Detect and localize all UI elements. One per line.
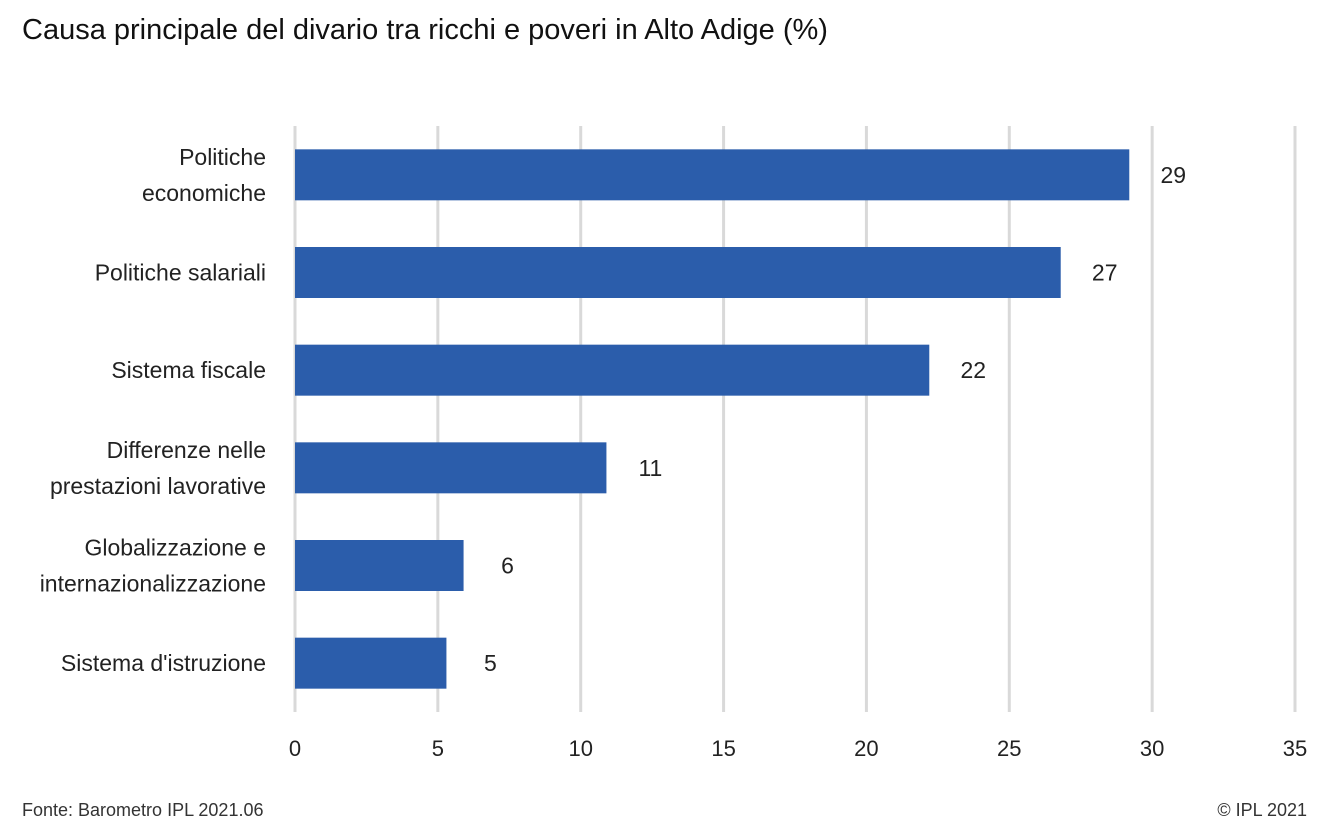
bar (295, 149, 1130, 201)
x-tick-label: 10 (568, 736, 592, 761)
bar (295, 442, 607, 494)
value-labels: 29 27 22 11 6 5 (484, 162, 1186, 676)
category-label: Sistema fiscale (111, 357, 266, 383)
bar (295, 247, 1061, 298)
x-tick-label: 15 (711, 736, 735, 761)
category-label: Globalizzazione e internazionalizzazione (40, 535, 266, 597)
category-label-line: Sistema fiscale (111, 357, 266, 383)
category-label-line: Politiche (179, 144, 266, 170)
data-label: 29 (1160, 162, 1186, 188)
data-label: 6 (501, 553, 514, 579)
category-label-line: internazionalizzazione (40, 571, 266, 597)
category-label: Politiche economiche (142, 144, 266, 206)
category-label-line: Globalizzazione e (84, 535, 266, 561)
data-label: 11 (638, 455, 662, 481)
category-label: Differenze nelle prestazioni lavorative (50, 437, 266, 499)
x-tick-label: 35 (1283, 736, 1307, 761)
category-labels: Politiche economiche Politiche salariali Si… (40, 144, 266, 676)
category-label: Politiche salariali (95, 260, 266, 286)
x-axis-ticks: 0 5 10 15 20 25 30 35 (289, 736, 1307, 761)
source-note: Fonte: Barometro IPL 2021.06 (22, 800, 264, 820)
category-label-line: Sistema d'istruzione (61, 650, 266, 676)
copyright-note: © IPL 2021 (1217, 800, 1307, 820)
data-label: 27 (1092, 260, 1118, 286)
category-label-line: Differenze nelle (107, 437, 266, 463)
data-label: 5 (484, 650, 497, 676)
category-label-line: economiche (142, 180, 266, 206)
gridlines (293, 126, 1297, 712)
category-label-line: prestazioni lavorative (50, 473, 266, 499)
x-tick-label: 25 (997, 736, 1021, 761)
x-tick-label: 0 (289, 736, 301, 761)
x-tick-label: 30 (1140, 736, 1164, 761)
data-label: 22 (960, 357, 986, 383)
category-label: Sistema d'istruzione (61, 650, 266, 676)
bar (295, 540, 464, 591)
category-label-line: Politiche salariali (95, 260, 266, 286)
bar (295, 637, 447, 689)
bar (295, 344, 930, 396)
chart-title: Causa principale del divario tra ricchi … (22, 14, 828, 46)
x-tick-label: 20 (854, 736, 878, 761)
x-tick-label: 5 (432, 736, 444, 761)
bars (295, 149, 1130, 689)
